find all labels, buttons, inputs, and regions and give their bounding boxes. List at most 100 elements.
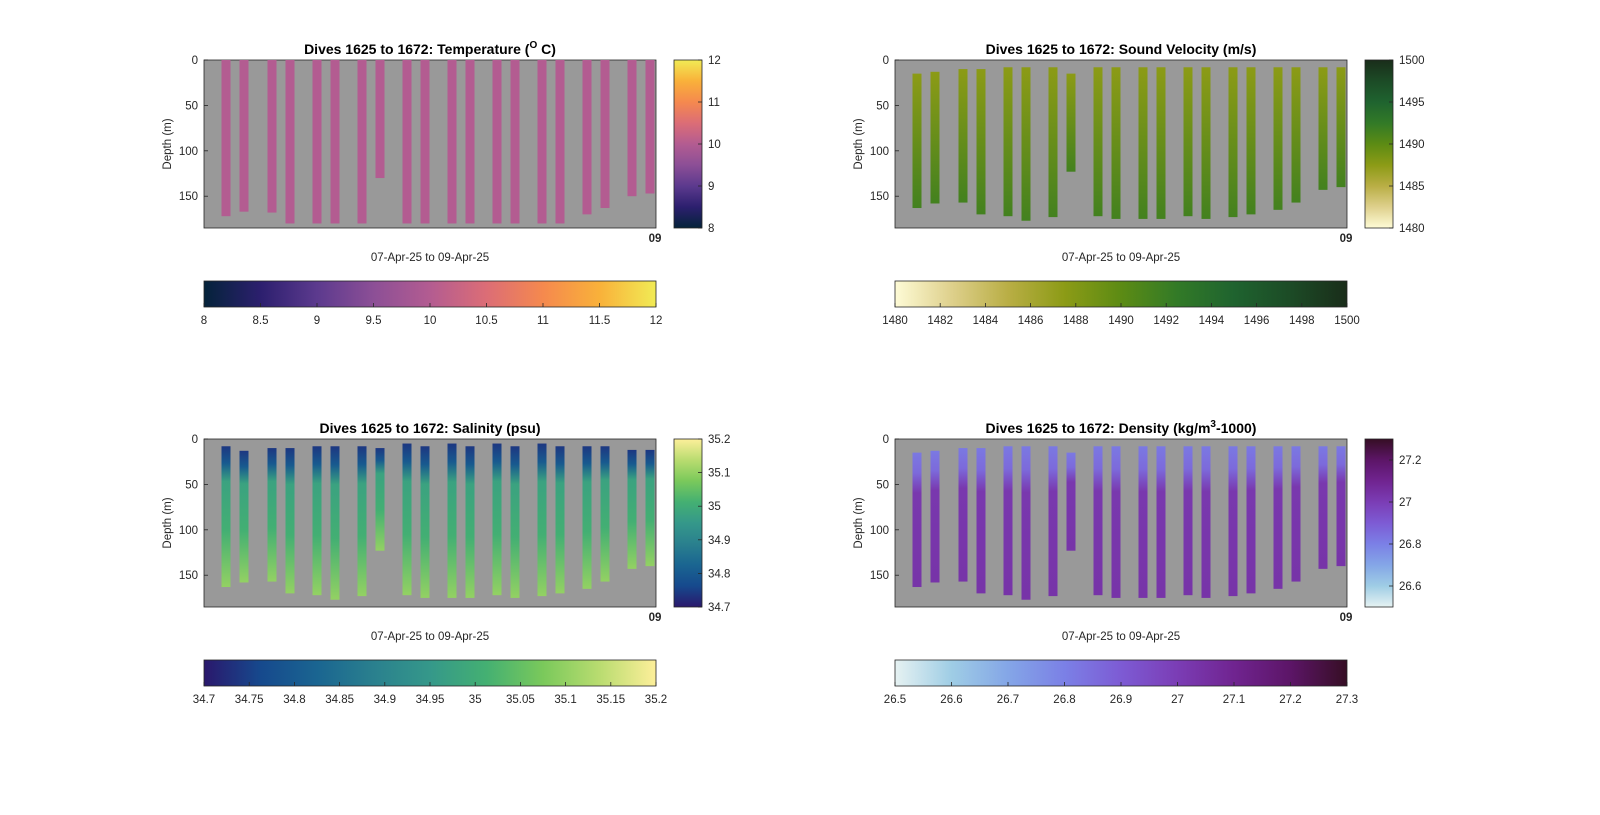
- profile-dive-18: [600, 446, 610, 582]
- hcolorbar-tick-label: 12: [650, 315, 663, 327]
- profile-dive-1: [221, 446, 231, 588]
- hcolorbar-tick-label: 34.9: [374, 694, 396, 706]
- y-axis-label: Depth (m): [853, 497, 865, 548]
- hcolorbar-tick-label: 34.75: [235, 694, 264, 706]
- hcolorbar-tick-label: 35.1: [554, 694, 576, 706]
- profile-dive-2: [239, 60, 249, 212]
- profile-dive-17: [582, 60, 592, 215]
- profile-dive-1: [912, 452, 922, 588]
- profile-dive-14: [1201, 67, 1211, 219]
- colorbar-tick-label: 34.8: [708, 568, 730, 580]
- hcolorbar-tick-label: 10: [424, 315, 437, 327]
- panel-salinity: Dives 1625 to 1672: Salinity (psu) 0 50 100…: [162, 420, 730, 706]
- profile-dive-18: [600, 60, 610, 209]
- profile-dive-9: [1093, 446, 1103, 596]
- panel-density: Dives 1625 to 1672: Density (kg/m3-1000)…: [853, 419, 1421, 706]
- profile-dive-2: [239, 450, 249, 583]
- profile-dive-10: [1111, 67, 1121, 219]
- profile-dive-15: [537, 60, 547, 224]
- hcolorbar-tick-label: 1480: [882, 315, 908, 327]
- hcolorbar-tick-label: 1482: [927, 315, 953, 327]
- y-tick-label: 0: [192, 55, 198, 67]
- colorbar-vertical: [673, 59, 703, 229]
- colorbar-tick-label: 1485: [1399, 181, 1425, 193]
- chart-title: Dives 1625 to 1672: Temperature (O C): [304, 40, 556, 57]
- profile-dive-10: [420, 446, 430, 598]
- profile-dive-5: [1003, 446, 1013, 596]
- y-axis-label: Depth (m): [162, 118, 174, 169]
- profile-dive-11: [1138, 67, 1148, 219]
- profile-dive-2: [930, 71, 940, 204]
- axes-background: [203, 438, 657, 608]
- profile-dive-7: [1048, 446, 1058, 597]
- y-tick-label: 0: [883, 55, 889, 67]
- y-tick-label: 50: [185, 100, 198, 112]
- hcolorbar-tick-label: 1488: [1063, 315, 1089, 327]
- hcolorbar-tick-label: 27.3: [1336, 694, 1358, 706]
- profile-dive-15: [1228, 67, 1238, 218]
- y-tick-label: 100: [870, 525, 889, 537]
- y-tick-label: 150: [870, 570, 889, 582]
- hcolorbar-tick-label: 26.8: [1053, 694, 1075, 706]
- hcolorbar-tick-label: 11.5: [589, 315, 611, 327]
- profile-dive-6: [1021, 67, 1031, 221]
- profile-dive-7: [357, 60, 367, 224]
- y-tick-label: 50: [876, 100, 889, 112]
- profile-dive-11: [447, 60, 457, 224]
- hcolorbar-tick-label: 8: [201, 315, 207, 327]
- profile-dive-20: [645, 449, 655, 567]
- y-axis-label: Depth (m): [162, 497, 174, 548]
- hcolorbar-tick-label: 26.9: [1110, 694, 1132, 706]
- profile-dive-20: [1336, 446, 1346, 567]
- profile-dive-18: [1291, 446, 1301, 582]
- profile-dive-8: [1066, 73, 1076, 172]
- colorbar-horizontal: [894, 659, 1348, 687]
- colorbar-tick-label: 1500: [1399, 55, 1425, 67]
- y-tick-label: 0: [192, 434, 198, 446]
- colorbar-tick-label: 8: [708, 223, 714, 235]
- profile-dive-3: [267, 60, 277, 213]
- profile-dive-1: [912, 73, 922, 209]
- hcolorbar-tick-label: 1486: [1018, 315, 1044, 327]
- hcolorbar-tick-label: 1498: [1289, 315, 1315, 327]
- profile-dive-16: [555, 446, 565, 594]
- chart-title: Dives 1625 to 1672: Density (kg/m3-1000): [986, 419, 1257, 436]
- hcolorbar-tick-label: 26.7: [997, 694, 1019, 706]
- y-tick-label: 100: [179, 525, 198, 537]
- profile-dive-12: [465, 446, 475, 598]
- profile-dive-18: [1291, 67, 1301, 203]
- hcolorbar-tick-label: 27: [1171, 694, 1184, 706]
- panel-sound_velocity: Dives 1625 to 1672: Sound Velocity (m/s)…: [853, 41, 1425, 327]
- profile-dive-13: [1183, 67, 1193, 217]
- x-axis-label: 07-Apr-25 to 09-Apr-25: [1062, 631, 1180, 643]
- x-axis-label: 07-Apr-25 to 09-Apr-25: [1062, 252, 1180, 264]
- hcolorbar-tick-label: 1484: [973, 315, 999, 327]
- profile-dive-8: [375, 60, 385, 179]
- profile-dive-9: [402, 443, 412, 596]
- hcolorbar-tick-label: 1500: [1334, 315, 1360, 327]
- axes-background: [203, 59, 657, 229]
- profile-dive-15: [537, 443, 547, 597]
- hcolorbar-tick-label: 11: [537, 315, 549, 327]
- y-tick-label: 50: [185, 479, 198, 491]
- profile-dive-5: [1003, 67, 1013, 217]
- profile-dive-16: [555, 60, 565, 224]
- hcolorbar-tick-label: 1492: [1153, 315, 1179, 327]
- y-tick-label: 0: [883, 434, 889, 446]
- colorbar-tick-label: 11: [708, 97, 720, 109]
- profile-dive-20: [645, 60, 655, 194]
- profile-dive-19: [627, 449, 637, 569]
- profile-dive-20: [1336, 67, 1346, 188]
- y-tick-label: 150: [179, 570, 198, 582]
- profile-dive-10: [1111, 446, 1121, 598]
- profile-dive-15: [1228, 446, 1238, 597]
- chart-title: Dives 1625 to 1672: Sound Velocity (m/s): [986, 41, 1257, 57]
- colorbar-tick-label: 26.6: [1399, 581, 1421, 593]
- y-tick-label: 100: [179, 146, 198, 158]
- profile-dive-14: [510, 446, 520, 598]
- x-tick-label: 09: [649, 233, 662, 245]
- profile-dive-8: [375, 448, 385, 551]
- hcolorbar-tick-label: 1494: [1199, 315, 1225, 327]
- profile-dive-3: [958, 69, 968, 203]
- hcolorbar-tick-label: 35.2: [645, 694, 667, 706]
